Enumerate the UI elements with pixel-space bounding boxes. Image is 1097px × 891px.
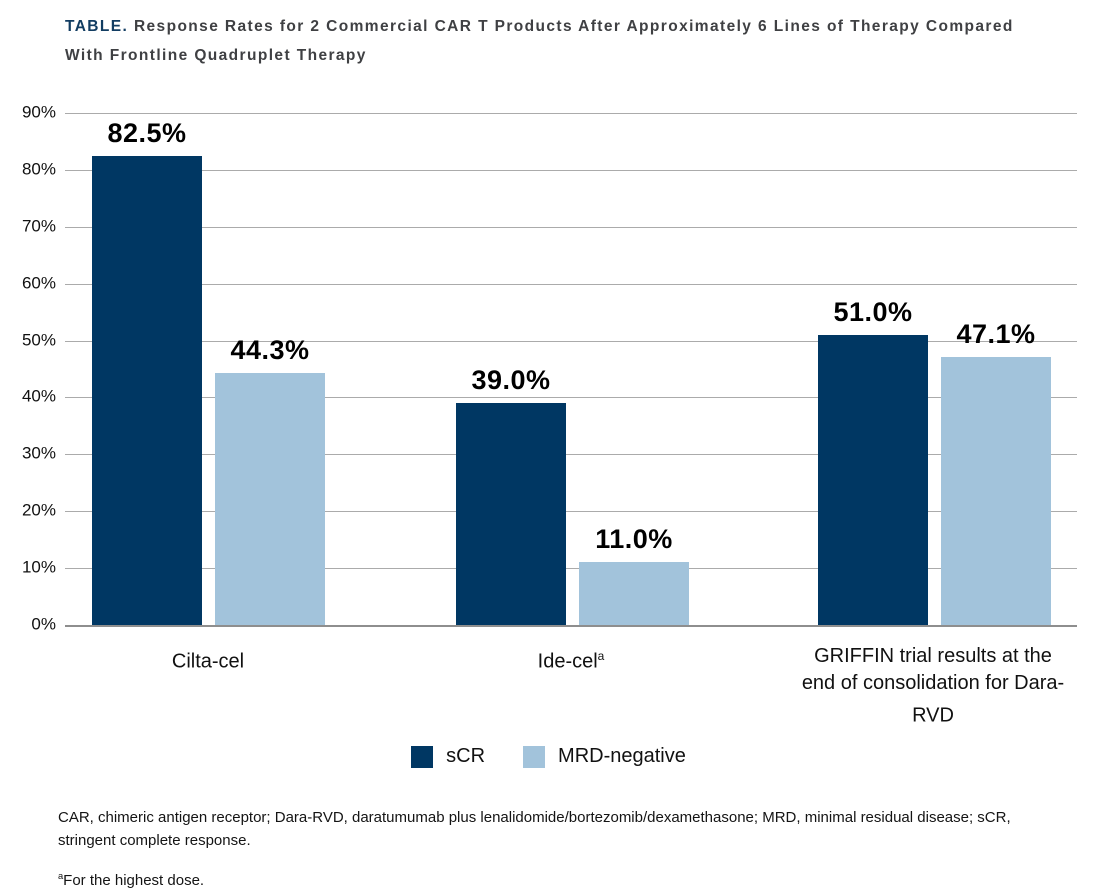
category-label: GRIFFIN trial results at the end of cons… [801,645,1065,727]
category-label: Ide-cel [537,650,598,673]
legend-label-scr: sCR [446,745,486,767]
abbreviations-footnote: CAR, chimeric antigen receptor; Dara-RVD… [58,809,1011,849]
mrd-negative-color-swatch [523,745,546,768]
gridline [65,454,1077,456]
scr-color-swatch [411,745,434,768]
legend-item-scr: sCR [411,745,485,768]
figure-title-text: Response Rates for 2 Commercial CAR T Pr… [65,18,1014,64]
bar-ide-cel-scr: 39.0% [456,365,566,625]
bar-value-label: 39.0% [471,365,551,396]
bar-value-label: 11.0% [595,524,673,555]
x-axis-label-ide-cel: Ide-cela [421,643,721,676]
dose-footnote-text: For the highest dose. [63,872,205,889]
gridline [65,226,1077,228]
gridline [65,511,1077,513]
x-axis-label-cilta-cel: Cilta-cel [58,643,358,676]
y-axis-tick-label: 50% [21,330,56,350]
x-axis-line [65,625,1077,627]
legend-item-mrd-negative: MRD-negative [523,745,686,768]
bar-value-label: 44.3% [230,334,310,365]
bar-value-label: 82.5% [107,117,187,148]
gridline [65,283,1077,285]
y-axis-tick-label: 0% [31,614,56,634]
y-axis-tick-label: 40% [21,387,56,407]
footnotes: CAR, chimeric antigen receptor; Dara-RVD… [58,806,1070,891]
x-axis-label-griffin: GRIFFIN trial results at the end of cons… [798,643,1068,730]
dose-footnote: aFor the highest dose. [58,865,1070,891]
bar-griffin-scr: 51.0% [818,297,928,625]
dose-footnote-superscript: a [58,871,64,881]
bar-ide-cel-mrd-negative: 11.0% [579,524,689,625]
bar-value-label: 51.0% [833,296,913,327]
category-superscript: a [597,649,605,663]
y-axis-tick-label: 60% [21,273,56,293]
y-axis-tick-label: 30% [21,443,56,463]
legend-label-mrd-negative: MRD-negative [558,745,686,767]
y-axis-tick-label: 70% [21,216,56,236]
gridline [65,397,1077,399]
category-label: Cilta-cel [171,650,245,673]
plot-area: 82.5% 44.3% 39.0% 11.0% 51.0% 47.1% 90% 8… [22,103,1077,634]
bar-cilta-cel-mrd-negative: 44.3% [215,335,325,625]
y-axis-tick-label: 10% [21,557,56,577]
gridline [65,568,1077,570]
gridline [65,113,1077,114]
bar-griffin-mrd-negative: 47.1% [941,319,1051,625]
bar-value-label: 47.1% [956,319,1036,350]
bar-cilta-cel-scr: 82.5% [92,118,202,625]
figure-title: TABLE. Response Rates for 2 Commercial C… [65,12,1050,70]
y-axis-tick-label: 20% [21,500,56,520]
figure-title-tag: TABLE. [65,18,129,35]
gridline [65,169,1077,171]
chart-legend: sCR MRD-negative [0,745,1097,768]
y-axis-tick-label: 80% [21,159,56,179]
y-axis-tick-label: 90% [21,102,56,122]
gridline [65,340,1077,342]
